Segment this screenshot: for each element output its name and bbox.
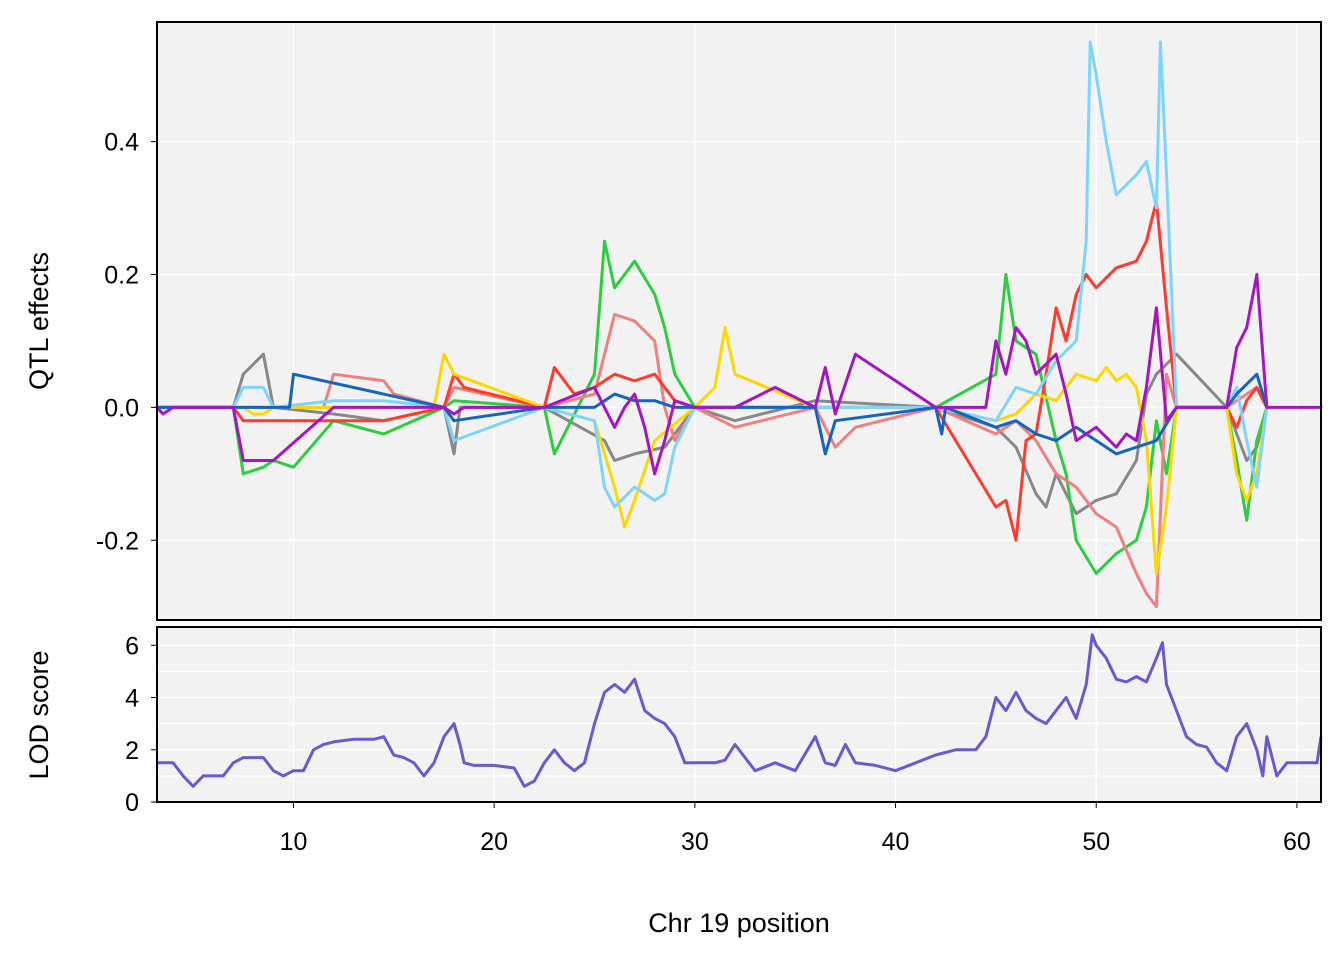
lod-panel-frame bbox=[156, 626, 1322, 803]
effects-panel: -0.2 0.0 0.2 0.4 QTL effects bbox=[24, 21, 1323, 621]
x-tick-label: 20 bbox=[480, 828, 508, 856]
lod-y-tick-label: 6 bbox=[125, 632, 139, 660]
effects-panel-frame bbox=[156, 21, 1322, 621]
x-tick-label: 40 bbox=[882, 828, 910, 856]
lod-series-group bbox=[157, 633, 1323, 788]
lod-series-line-0 bbox=[157, 633, 1323, 788]
lod-panel-background bbox=[157, 627, 1321, 802]
effects-series-line-2 bbox=[155, 312, 1269, 609]
effects-y-tick-label: 0.4 bbox=[104, 129, 139, 157]
effects-y-ticks: -0.2 0.0 0.2 0.4 bbox=[96, 129, 157, 555]
position-x-ticks: 10 20 30 40 50 60 bbox=[280, 802, 1311, 856]
x-tick-label: 60 bbox=[1283, 828, 1311, 856]
effects-panel-background bbox=[157, 22, 1321, 620]
effects-series-line-6 bbox=[155, 372, 1269, 456]
lod-y-tick-label: 4 bbox=[125, 685, 139, 713]
effects-series-line-7 bbox=[155, 273, 1323, 476]
x-tick-label: 30 bbox=[681, 828, 709, 856]
effects-y-tick-label: 0.2 bbox=[104, 261, 139, 289]
lod-panel: 0 2 4 6 10 20 30 40 50 60 LOD score Chr 19 posit… bbox=[24, 626, 1323, 938]
lod-y-tick-label: 2 bbox=[125, 737, 139, 765]
effects-y-tick-label: -0.2 bbox=[96, 527, 139, 555]
effects-series-group bbox=[155, 40, 1323, 609]
effects-y-axis-title: QTL effects bbox=[24, 252, 54, 390]
lod-y-axis-title: LOD score bbox=[24, 650, 54, 779]
effects-gridlines bbox=[157, 22, 1321, 620]
effects-y-tick-label: 0.0 bbox=[104, 394, 139, 422]
x-tick-label: 10 bbox=[280, 828, 308, 856]
lod-y-ticks: 0 2 4 6 bbox=[125, 632, 157, 817]
x-tick-label: 50 bbox=[1082, 828, 1110, 856]
x-axis-title: Chr 19 position bbox=[648, 908, 830, 938]
lod-y-tick-label: 0 bbox=[125, 789, 139, 817]
